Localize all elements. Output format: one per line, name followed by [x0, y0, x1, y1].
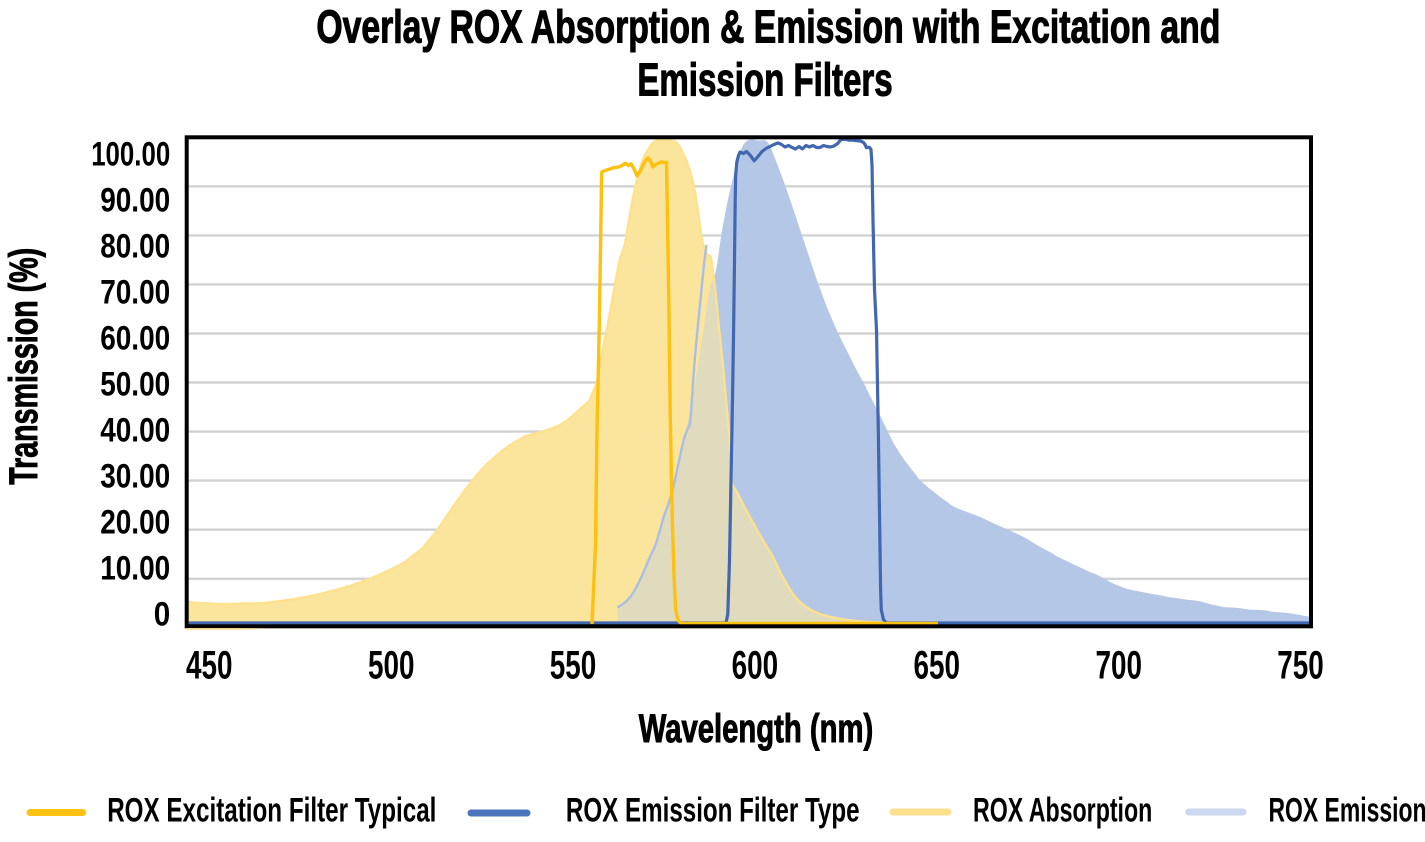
svg-text:90.00: 90.00	[100, 182, 170, 220]
svg-text:600: 600	[732, 644, 779, 688]
svg-text:10.00: 10.00	[100, 550, 170, 588]
svg-text:ROX Emission: ROX Emission	[1269, 792, 1425, 830]
svg-text:30.00: 30.00	[100, 458, 170, 496]
svg-text:70.00: 70.00	[100, 274, 170, 312]
svg-text:750: 750	[1277, 644, 1324, 688]
svg-text:40.00: 40.00	[100, 412, 170, 450]
svg-text:700: 700	[1095, 644, 1142, 688]
svg-text:550: 550	[550, 644, 597, 688]
svg-text:80.00: 80.00	[100, 228, 170, 266]
svg-text:ROX Emission Filter Type: ROX Emission Filter Type	[566, 792, 860, 830]
svg-text:50.00: 50.00	[100, 366, 170, 404]
svg-text:ROX Excitation Filter Typical: ROX Excitation Filter Typical	[107, 792, 436, 830]
svg-text:Overlay ROX Absorption & Emiss: Overlay ROX Absorption & Emission with E…	[316, 1, 1220, 53]
svg-text:60.00: 60.00	[100, 320, 170, 358]
svg-text:ROX Absorption: ROX Absorption	[973, 792, 1152, 830]
svg-text:20.00: 20.00	[100, 504, 170, 542]
svg-text:450: 450	[186, 644, 233, 688]
svg-text:Emission Filters: Emission Filters	[637, 54, 892, 106]
svg-text:100.00: 100.00	[91, 136, 170, 174]
svg-text:Transmission (%): Transmission (%)	[2, 248, 46, 485]
svg-text:650: 650	[914, 644, 961, 688]
svg-text:500: 500	[368, 644, 415, 688]
svg-text:Wavelength (nm): Wavelength (nm)	[639, 706, 874, 751]
svg-text:0: 0	[154, 596, 171, 634]
